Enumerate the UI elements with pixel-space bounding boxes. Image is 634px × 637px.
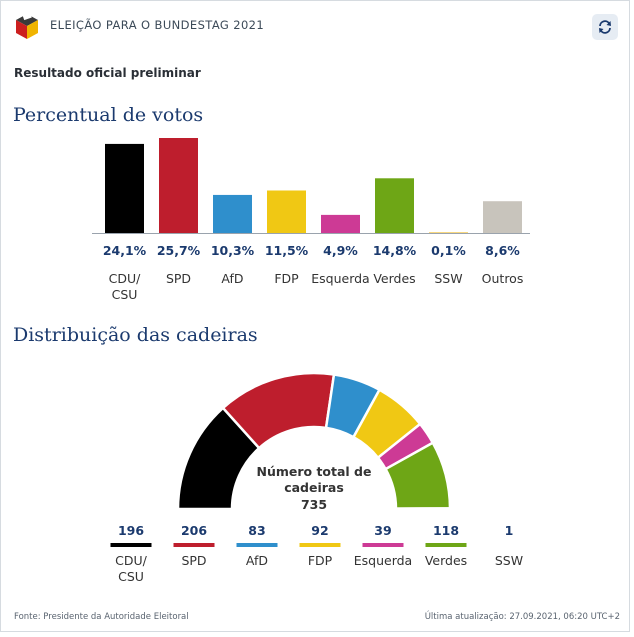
source-note: Fonte: Presidente da Autoridade Eleitora… (14, 612, 189, 622)
seat-legend-swatch-0 (110, 543, 152, 547)
seat-legend-swatch-3 (299, 543, 341, 547)
seat-party-label-0: CDU/CSU (115, 553, 148, 584)
bar-5 (375, 178, 414, 233)
bar-value-label-7: 8,6% (485, 243, 520, 258)
bar-6 (429, 232, 468, 233)
bar-0 (105, 143, 144, 233)
seat-count-label-1: 206 (181, 523, 207, 538)
refresh-button[interactable] (592, 14, 618, 40)
seat-count-label-0: 196 (118, 523, 144, 538)
bar-category-label-0: CDU/CSU (109, 271, 142, 302)
seat-legend-swatch-4 (362, 543, 404, 547)
bar-7 (483, 201, 522, 233)
seat-count-label-5: 118 (433, 523, 459, 538)
bar-value-label-1: 25,7% (157, 243, 201, 258)
vote-share-bar-chart: 24,1% CDU/CSU 25,7% SPD 10,3% AfD 11,5% FDP 4,9%… (92, 138, 530, 302)
seats-title: Distribuição das cadeiras (13, 324, 258, 346)
bar-4 (321, 214, 360, 233)
votes-title: Percentual de votos (13, 104, 204, 126)
seat-party-label-2: AfD (246, 553, 268, 568)
seat-total-value: 735 (301, 497, 327, 512)
seat-party-label-3: FDP (308, 553, 333, 568)
bar-category-label-5: Verdes (373, 271, 415, 286)
seat-legend-swatch-1 (173, 543, 215, 547)
bar-category-label-2: AfD (221, 271, 243, 286)
bar-value-label-3: 11,5% (265, 243, 309, 258)
bar-category-label-7: Outros (482, 271, 524, 286)
subtitle: Resultado oficial preliminar (14, 66, 201, 80)
bar-value-label-4: 4,9% (323, 243, 358, 258)
seat-party-label-5: Verdes (425, 553, 467, 568)
seat-count-label-6: 1 (505, 523, 514, 538)
seat-count-label-3: 92 (311, 523, 328, 538)
header-title: ELEIÇÃO PARA O BUNDESTAG 2021 (50, 18, 265, 32)
bar-value-label-5: 14,8% (373, 243, 417, 258)
seat-segment-6 (394, 507, 452, 511)
seat-party-label-1: SPD (181, 553, 206, 568)
seat-distribution-chart: Número total de cadeiras 735 196 CDU/CSU 206 S… (110, 371, 523, 584)
refresh-icon (599, 20, 611, 34)
bar-category-label-6: SSW (434, 271, 462, 286)
ballot-box-icon (16, 12, 38, 39)
bar-1 (159, 138, 198, 233)
last-updated: Última atualização: 27.09.2021, 06:20 UT… (424, 612, 620, 622)
seat-center-label: Número total de cadeiras (256, 464, 371, 495)
seat-count-label-2: 83 (248, 523, 265, 538)
seat-count-label-4: 39 (374, 523, 391, 538)
bar-category-label-3: FDP (274, 271, 299, 286)
seat-party-label-6: SSW (495, 553, 523, 568)
bar-value-label-6: 0,1% (431, 243, 466, 258)
bar-2 (213, 194, 252, 233)
bar-value-label-0: 24,1% (103, 243, 147, 258)
seat-legend-swatch-2 (236, 543, 278, 547)
bar-value-label-2: 10,3% (211, 243, 255, 258)
bar-3 (267, 190, 306, 233)
bar-category-label-4: Esquerda (311, 271, 369, 286)
seat-party-label-4: Esquerda (354, 553, 412, 568)
seat-legend-swatch-5 (425, 543, 467, 547)
bar-category-label-1: SPD (166, 271, 191, 286)
